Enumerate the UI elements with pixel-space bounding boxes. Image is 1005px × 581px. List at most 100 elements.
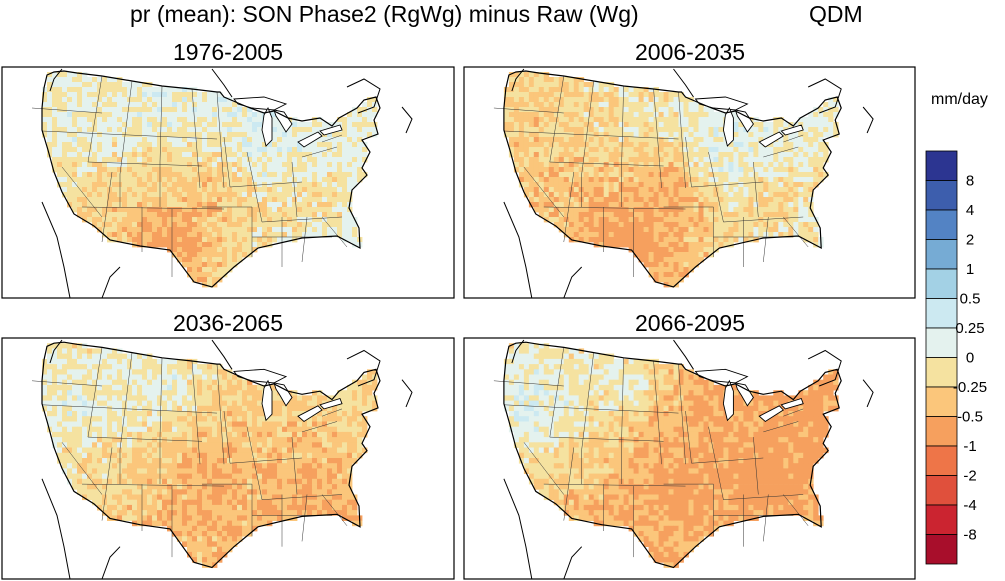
heat-cell xyxy=(317,147,323,153)
heat-cell xyxy=(227,222,233,228)
heat-cell xyxy=(282,172,288,178)
heat-cell xyxy=(127,232,133,238)
heat-cell xyxy=(342,416,348,422)
heat-cell xyxy=(92,152,98,158)
heat-cell xyxy=(152,405,158,412)
heat-cell xyxy=(683,227,689,233)
heat-cell xyxy=(117,369,123,375)
heat-cell xyxy=(362,122,368,128)
heat-cell xyxy=(317,421,323,428)
heat-cell xyxy=(142,353,148,360)
heat-cell xyxy=(693,142,699,148)
heat-cell xyxy=(207,379,213,386)
heat-cell xyxy=(578,182,585,188)
heat-cell xyxy=(67,192,73,198)
heat-cell xyxy=(267,237,273,243)
heat-cell xyxy=(57,87,63,93)
heat-cell xyxy=(97,147,103,153)
heat-cell xyxy=(162,227,168,233)
heat-cell xyxy=(202,162,208,168)
heat-cell xyxy=(177,257,183,263)
heat-cell xyxy=(322,202,328,208)
heat-cell xyxy=(297,207,303,213)
heat-cell xyxy=(783,167,789,173)
heat-cell xyxy=(703,207,709,213)
heat-cell xyxy=(538,142,545,148)
heat-cell xyxy=(57,358,63,365)
heat-cell xyxy=(217,364,223,370)
heat-cell xyxy=(292,447,298,454)
heat-cell xyxy=(162,390,168,396)
heat-cell xyxy=(182,257,188,263)
heat-cell xyxy=(533,82,540,88)
heat-cell xyxy=(107,167,113,173)
heat-cell xyxy=(157,92,163,98)
heat-cell xyxy=(232,147,238,153)
heat-cell xyxy=(658,142,664,148)
heat-cell xyxy=(217,117,223,123)
heat-cell xyxy=(643,167,649,173)
heat-cell xyxy=(808,157,814,163)
heat-cell xyxy=(217,177,223,183)
heat-cell xyxy=(743,162,749,168)
heat-cell xyxy=(322,167,328,173)
heat-cell xyxy=(162,157,168,163)
heat-cell xyxy=(77,112,83,118)
heat-cell xyxy=(277,187,283,193)
heat-cell xyxy=(187,122,193,128)
heat-cell xyxy=(62,107,68,113)
heat-cell xyxy=(678,162,684,168)
heat-cell xyxy=(82,374,88,381)
heat-cell xyxy=(553,82,560,88)
heat-cell xyxy=(252,217,258,223)
heat-cell xyxy=(658,207,664,213)
heat-cell xyxy=(172,442,178,448)
heat-cell xyxy=(202,257,208,263)
heat-cell xyxy=(678,92,684,98)
heat-cell xyxy=(67,447,73,454)
heat-cell xyxy=(67,421,73,428)
heat-cell xyxy=(287,167,293,173)
heat-cell xyxy=(167,405,173,412)
heat-cell xyxy=(87,400,93,407)
heat-cell xyxy=(553,222,560,228)
heat-cell xyxy=(302,122,308,128)
heat-cell xyxy=(578,77,585,83)
heat-cell xyxy=(528,137,535,143)
heat-cell xyxy=(62,416,68,422)
heat-cell xyxy=(67,358,73,365)
heat-cell xyxy=(678,202,684,208)
heat-cell xyxy=(207,147,213,153)
heat-cell xyxy=(558,132,565,138)
heat-cell xyxy=(77,437,83,443)
heat-cell xyxy=(297,400,303,407)
heat-cell xyxy=(718,227,724,233)
heat-cell xyxy=(92,400,98,407)
heat-cell xyxy=(212,452,218,459)
heat-cell xyxy=(698,222,704,228)
heat-cell xyxy=(147,222,153,228)
heat-cell xyxy=(127,212,133,218)
heat-cell xyxy=(197,262,203,268)
heat-cell xyxy=(72,364,78,370)
heat-cell xyxy=(207,262,213,268)
heat-cell xyxy=(588,177,595,183)
heat-cell xyxy=(207,92,213,98)
heat-cell xyxy=(698,242,704,248)
heat-cell xyxy=(593,207,600,213)
heat-cell xyxy=(92,212,98,218)
heat-cell xyxy=(117,107,123,113)
heat-cell xyxy=(77,137,83,143)
heat-cell xyxy=(297,157,303,163)
heat-cell xyxy=(192,437,198,443)
heat-cell xyxy=(748,187,754,193)
heat-cell xyxy=(127,358,133,365)
heat-cell xyxy=(92,142,98,148)
heat-cell xyxy=(317,400,323,407)
heat-cell xyxy=(302,172,308,178)
heat-cell xyxy=(167,431,173,438)
heat-cell xyxy=(282,202,288,208)
heat-cell xyxy=(713,197,719,203)
heat-cell xyxy=(533,87,540,93)
heat-cell xyxy=(187,447,193,454)
